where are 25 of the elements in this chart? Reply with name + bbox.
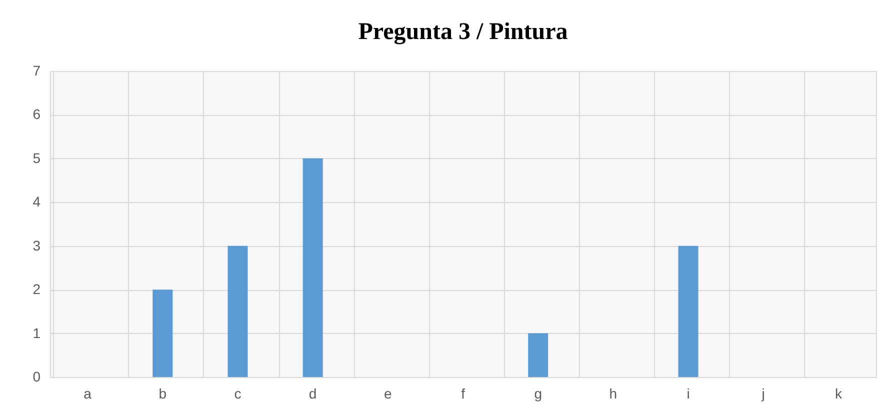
x-tick-label: i bbox=[686, 386, 690, 402]
x-tick-label: c bbox=[234, 386, 242, 402]
chart-title: Pregunta 3 / Pintura bbox=[358, 19, 568, 45]
y-tick-label: 0 bbox=[32, 368, 41, 384]
x-tick-label: b bbox=[158, 386, 167, 402]
x-tick-label: e bbox=[384, 386, 392, 402]
x-tick-label: a bbox=[84, 386, 92, 402]
y-tick-label: 6 bbox=[32, 106, 41, 122]
x-tick-label: k bbox=[834, 386, 843, 402]
y-tick-label: 5 bbox=[32, 150, 41, 166]
y-tick-label: 4 bbox=[32, 194, 41, 210]
x-tick-label: d bbox=[308, 386, 317, 402]
x-tick-label: j bbox=[760, 386, 765, 402]
bar bbox=[152, 290, 173, 377]
x-tick-label: f bbox=[461, 386, 466, 402]
y-tick-label: 2 bbox=[32, 281, 41, 298]
x-tick-label: g bbox=[534, 386, 542, 402]
bar bbox=[228, 246, 248, 377]
bar bbox=[528, 333, 548, 377]
x-tick-label: h bbox=[609, 386, 618, 402]
y-tick-label: 7 bbox=[32, 62, 41, 78]
bar bbox=[678, 246, 698, 377]
bar bbox=[302, 158, 323, 377]
y-tick-label: 1 bbox=[32, 324, 41, 341]
y-tick-label: 3 bbox=[32, 237, 41, 254]
